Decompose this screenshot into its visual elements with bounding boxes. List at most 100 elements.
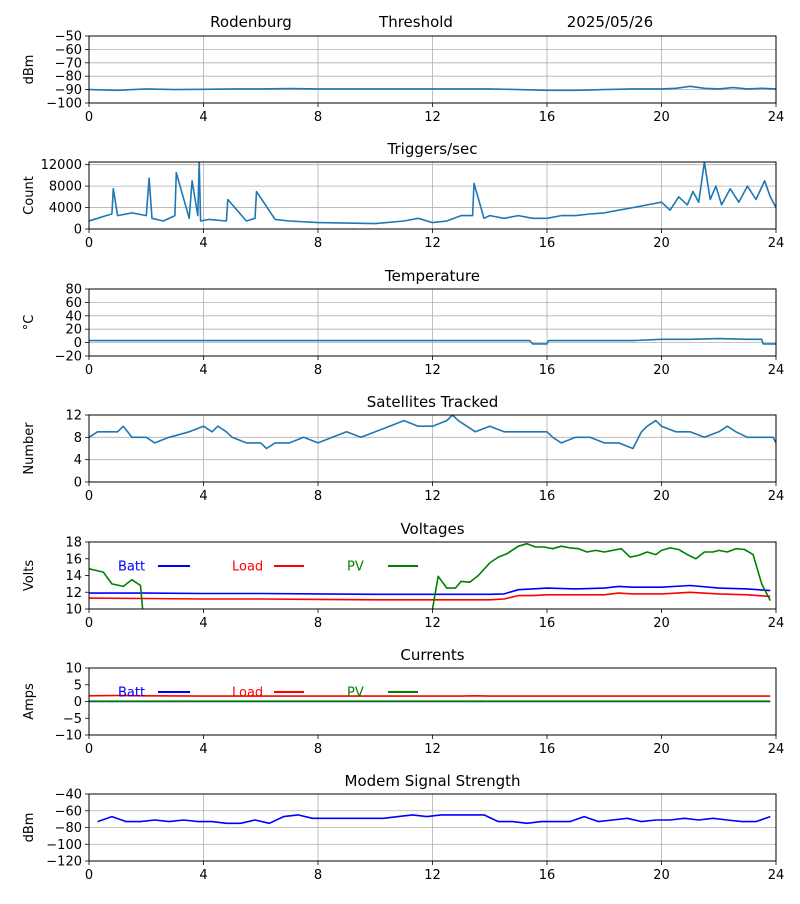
x-tick-label: 4 (199, 110, 207, 125)
x-tick-label: 20 (653, 868, 670, 883)
x-tick-label: 8 (314, 110, 322, 125)
x-tick-label: 20 (653, 363, 670, 378)
x-tick-label: 16 (539, 742, 556, 757)
y-tick-label: 14 (65, 569, 82, 584)
series-0-line (89, 337, 776, 345)
y-tick-label: −120 (46, 855, 82, 870)
x-tick-label: 4 (199, 489, 207, 504)
x-tick-label: 20 (653, 489, 670, 504)
chart-title: Temperature (384, 267, 480, 285)
y-tick-label: 20 (65, 323, 82, 338)
y-tick-label: −60 (55, 43, 82, 58)
legend-label-pv: PV (347, 686, 364, 701)
y-axis-label: dBm (22, 813, 37, 843)
y-tick-label: −80 (55, 70, 82, 85)
series-0-line (89, 85, 776, 92)
x-tick-label: 20 (653, 742, 670, 757)
x-tick-label: 24 (768, 363, 785, 378)
x-tick-label: 8 (314, 742, 322, 757)
x-tick-label: 16 (539, 489, 556, 504)
y-tick-label: 10 (65, 662, 82, 677)
x-tick-label: 20 (653, 616, 670, 631)
series-0-line (97, 814, 771, 825)
x-tick-label: 0 (85, 616, 93, 631)
x-tick-label: 8 (314, 236, 322, 251)
x-tick-label: 12 (424, 868, 441, 883)
y-tick-label: −100 (46, 97, 82, 112)
y-tick-label: 4 (74, 453, 82, 468)
x-tick-label: 8 (314, 489, 322, 504)
y-tick-label: 10 (65, 603, 82, 618)
x-tick-label: 24 (768, 236, 785, 251)
y-axis-label: Number (22, 422, 37, 475)
x-tick-label: 8 (314, 868, 322, 883)
y-tick-label: −60 (55, 804, 82, 819)
x-tick-label: 16 (539, 616, 556, 631)
y-tick-label: −10 (55, 729, 82, 744)
x-tick-label: 24 (768, 868, 785, 883)
x-tick-label: 24 (768, 616, 785, 631)
y-tick-label: 60 (65, 296, 82, 311)
panel-threshold: 0 4 8 12 16 20 24 −100−90−80−70−60−50 dBm (22, 30, 784, 126)
legend-label-batt: Batt (118, 686, 145, 701)
y-axis-label: Count (22, 176, 37, 215)
y-axis-label: dBm (22, 55, 37, 85)
legend-label-load: Load (232, 560, 263, 575)
y-tick-label: −70 (55, 56, 82, 71)
x-tick-label: 8 (314, 616, 322, 631)
x-tick-label: 12 (424, 489, 441, 504)
header-date: 2025/05/26 (567, 13, 653, 31)
x-tick-label: 24 (768, 110, 785, 125)
y-tick-label: −40 (55, 788, 82, 803)
y-tick-label: 12000 (41, 158, 82, 173)
pv-line (89, 542, 772, 609)
y-tick-label: 0 (74, 695, 82, 710)
y-axis-label: Amps (22, 683, 37, 720)
x-tick-label: 4 (199, 742, 207, 757)
y-tick-label: 4000 (49, 201, 82, 216)
y-tick-label: −50 (55, 30, 82, 45)
load-line (89, 591, 771, 601)
x-tick-label: 12 (424, 742, 441, 757)
y-tick-label: 0 (74, 336, 82, 351)
y-axis-label: °C (22, 315, 37, 331)
legend-label-load: Load (232, 686, 263, 701)
series-0-line (89, 415, 776, 450)
x-tick-label: 12 (424, 236, 441, 251)
panel-satellites: 0 4 8 12 16 20 24 0 4 8 12 Satellites Tracked Number (22, 393, 784, 504)
y-tick-label: −5 (63, 712, 82, 727)
y-tick-label: −80 (55, 821, 82, 836)
x-tick-label: 20 (653, 236, 670, 251)
header-mode: Threshold (378, 13, 453, 31)
x-tick-label: 0 (85, 110, 93, 125)
y-tick-label: 18 (65, 536, 82, 551)
x-tick-label: 16 (539, 236, 556, 251)
batt-line (89, 584, 771, 596)
panel-modem: 0 4 8 12 16 20 24 −120 −100 −80 −60−40 Modem Signal… (22, 772, 784, 883)
panel-triggers: 0 4 8 12 16 20 24 0 4000 8000 12000 Triggers/sec Cou… (22, 140, 784, 251)
chart-title: Currents (400, 646, 464, 664)
x-tick-label: 24 (768, 489, 785, 504)
x-tick-label: 20 (653, 110, 670, 125)
series-0-line (89, 162, 776, 225)
x-tick-label: 4 (199, 363, 207, 378)
legend-label-pv: PV (347, 560, 364, 575)
y-tick-label: 12 (65, 586, 82, 601)
y-tick-label: −20 (55, 350, 82, 365)
chart-title: Triggers/sec (387, 140, 478, 158)
x-tick-label: 12 (424, 110, 441, 125)
x-tick-label: 0 (85, 742, 93, 757)
x-tick-label: 8 (314, 363, 322, 378)
chart-title: Modem Signal Strength (345, 772, 521, 790)
y-tick-label: 80 (65, 283, 82, 298)
y-tick-label: 0 (74, 476, 82, 491)
legend-label-batt: Batt (118, 560, 145, 575)
y-tick-label: −100 (46, 838, 82, 853)
x-tick-label: 16 (539, 868, 556, 883)
y-tick-label: 5 (74, 678, 82, 693)
x-tick-label: 4 (199, 616, 207, 631)
